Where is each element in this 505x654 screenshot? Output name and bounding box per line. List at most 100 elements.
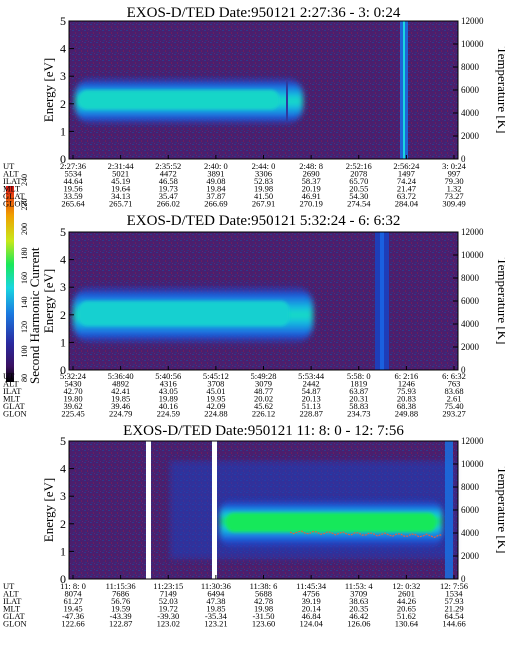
colorbar-label: Second Harmonic Current — [27, 247, 42, 384]
ephemeris-cell: 58.83 — [349, 401, 368, 411]
y-right-axis-label: Temperature [K] — [495, 258, 505, 345]
colorbar-tick-label: 120 — [20, 321, 29, 333]
y-right-tick-label: 8000 — [461, 62, 480, 72]
y-axis-label: Energy [eV] — [41, 269, 56, 333]
vertical-streak-core — [403, 21, 405, 159]
vertical-streak-core — [380, 232, 384, 370]
ephemeris-cell: 11:38: 6 — [250, 581, 278, 591]
ephemeris-cell: 3306 — [255, 169, 272, 179]
ephemeris-cell: -39.30 — [157, 611, 179, 621]
ephemeris-cell: 54.87 — [302, 386, 321, 396]
ephemeris-cell: 3709 — [350, 589, 367, 599]
colorbar-tick-label: 240 — [20, 174, 29, 186]
ephemeris-cell: 265.64 — [61, 199, 85, 209]
ephemeris-row-label: GLAT — [3, 611, 26, 621]
ephemeris-cell: 19.85 — [111, 394, 130, 404]
panels: EXOS-D/TED Date:950121 2:27:36 - 3: 0:24… — [3, 5, 505, 629]
ephemeris-cell: 34.13 — [111, 191, 130, 201]
ephemeris-cell: 64.54 — [444, 611, 464, 621]
y-tick-label: 4 — [60, 462, 66, 476]
y-right-axis-label: Temperature [K] — [495, 47, 505, 134]
ephemeris-cell: 249.88 — [395, 409, 418, 419]
temperature-trace — [289, 530, 443, 539]
y-tick-label: 1 — [60, 124, 66, 138]
ephemeris-cell: 267.91 — [252, 199, 275, 209]
ephemeris-cell: 4892 — [112, 379, 129, 389]
y-right-tick-label: 4000 — [461, 528, 480, 538]
ephemeris-cell: 274.54 — [347, 199, 371, 209]
ephemeris-cell: 763 — [448, 379, 461, 389]
ephemeris-cell: 42.70 — [63, 386, 82, 396]
ephemeris-cell: 40.16 — [159, 401, 178, 411]
y-tick-label: 5 — [60, 225, 66, 239]
y-tick-label: 2 — [60, 517, 66, 531]
ephemeris-cell: 224.59 — [157, 409, 180, 419]
ephemeris-cell: 19.72 — [159, 604, 178, 614]
ephemeris-cell: 2690 — [303, 169, 320, 179]
panel-title: EXOS-D/TED Date:950121 2:27:36 - 3: 0:24 — [127, 5, 401, 21]
ephemeris-cell: 126.06 — [347, 619, 370, 629]
ephemeris-cell: 225.45 — [61, 409, 84, 419]
ephemeris-cell: 5:40:56 — [155, 371, 181, 381]
ephemeris-cell: 44.26 — [397, 596, 416, 606]
ephemeris-cell: 20.31 — [349, 394, 368, 404]
ephemeris-cell: 2:35:52 — [155, 161, 181, 171]
ephemeris-cell: 309.49 — [442, 199, 465, 209]
ephemeris-row-label: UT — [3, 161, 15, 171]
ephemeris-cell: 41.50 — [254, 191, 273, 201]
ephemeris-cell: 83.68 — [444, 386, 463, 396]
ephemeris-row-label: MLT — [3, 184, 21, 194]
ephemeris-row-label: GLON — [3, 409, 27, 419]
ephemeris-cell: 5:58: 0 — [347, 371, 371, 381]
ephemeris-cell: 266.69 — [204, 199, 227, 209]
ephemeris-cell: 74.24 — [397, 176, 417, 186]
ephemeris-cell: 21.29 — [444, 604, 463, 614]
y-axis-label: Energy [eV] — [41, 478, 56, 542]
ephemeris-cell: 46.91 — [302, 191, 321, 201]
ephemeris-cell: 2:31:44 — [108, 161, 135, 171]
ephemeris-cell: 63.87 — [349, 386, 368, 396]
ephemeris-cell: 42.41 — [111, 386, 130, 396]
y-tick-label: 0 — [60, 363, 66, 377]
ephemeris-cell: 3: 0:24 — [442, 161, 467, 171]
ephemeris-cell: 265.71 — [109, 199, 132, 209]
ephemeris-cell: 123.60 — [252, 619, 275, 629]
plasma-band-core — [79, 301, 289, 326]
y-right-tick-label: 2000 — [461, 131, 480, 141]
ephemeris-cell: 5021 — [112, 169, 129, 179]
ephemeris-cell: 45.62 — [254, 401, 273, 411]
ephemeris-row-label: GLON — [3, 199, 27, 209]
ephemeris-cell: 19.84 — [206, 184, 226, 194]
ephemeris-cell: 5:45:12 — [203, 371, 229, 381]
y-right-tick-label: 12000 — [461, 436, 484, 446]
ephemeris-cell: 284.04 — [395, 199, 419, 209]
ephemeris-cell: 3079 — [255, 379, 272, 389]
y-right-tick-label: 4000 — [461, 319, 480, 329]
y-right-tick-label: 10000 — [461, 459, 484, 469]
chart-panel-3: EXOS-D/TED Date:950121 11: 8: 0 - 12: 7:… — [3, 423, 505, 629]
ephemeris-cell: 2.61 — [447, 394, 462, 404]
ephemeris-cell: 1819 — [350, 379, 367, 389]
ephemeris-cell: 52.03 — [159, 596, 178, 606]
ephemeris-cell: 44.64 — [63, 176, 83, 186]
ephemeris-cell: 48.77 — [254, 386, 273, 396]
y-axis-label: Energy [eV] — [41, 58, 56, 122]
ephemeris-cell: 3708 — [207, 379, 224, 389]
ephemeris-cell: 1.32 — [447, 184, 462, 194]
plasma-band-core — [79, 90, 279, 110]
ephemeris-row-label: ALT — [3, 379, 20, 389]
ephemeris-cell: 270.19 — [299, 199, 322, 209]
ephemeris-cell: 39.46 — [111, 401, 130, 411]
ephemeris-cell: 19.98 — [254, 604, 273, 614]
y-right-tick-label: 8000 — [461, 273, 480, 283]
chart-panel-1: EXOS-D/TED Date:950121 2:27:36 - 3: 0:24… — [3, 5, 505, 209]
colorbar-tick-label: 160 — [20, 272, 29, 284]
y-right-tick-label: 12000 — [461, 16, 484, 26]
ephemeris-cell: 3891 — [207, 169, 224, 179]
vertical-streak — [445, 441, 453, 579]
ephemeris-cell: 2:27:36 — [60, 161, 86, 171]
y-right-tick-label: 12000 — [461, 227, 484, 237]
y-right-tick-label: 10000 — [461, 39, 484, 49]
ephemeris-cell: 38.63 — [349, 596, 368, 606]
ephemeris-row-label: ALT — [3, 589, 20, 599]
